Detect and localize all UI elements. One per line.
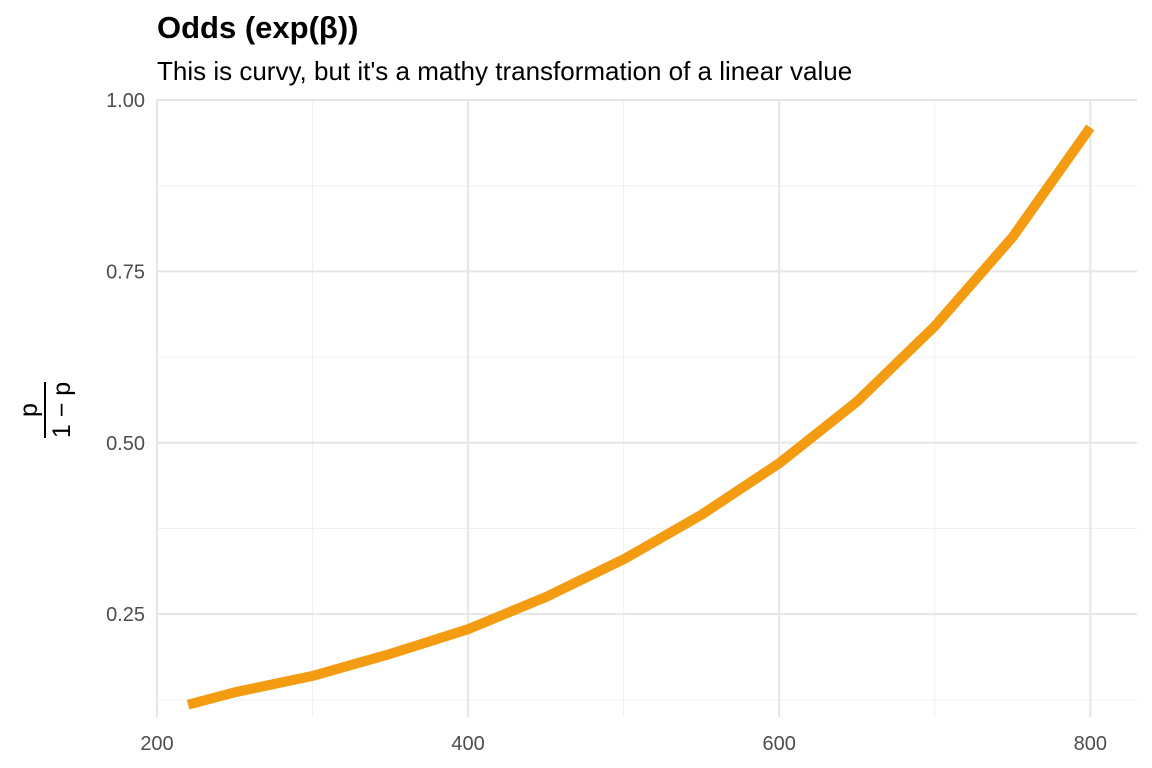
series-layer — [186, 124, 1095, 710]
odds-line — [186, 124, 1095, 710]
major-gridlines — [156, 99, 1137, 717]
y-tick-label: 1.00 — [106, 90, 145, 112]
x-tick-label: 600 — [763, 733, 796, 755]
x-axis-ticks: 200 400 600 800 — [140, 733, 1107, 755]
chart-title: Odds (exp(β)) — [157, 10, 359, 45]
x-tick-label: 800 — [1074, 733, 1107, 755]
y-tick-label: 0.50 — [106, 433, 145, 455]
y-label-denominator: 1 − p — [48, 382, 76, 438]
y-tick-label: 0.75 — [106, 261, 145, 283]
y-axis-label: p 1 − p — [15, 382, 76, 438]
x-tick-label: 400 — [451, 733, 484, 755]
y-axis-ticks: 0.25 0.50 0.75 1.00 — [106, 90, 145, 626]
x-tick-label: 200 — [140, 733, 173, 755]
chart-subtitle: This is curvy, but it's a mathy transfor… — [157, 56, 853, 86]
minor-gridlines — [157, 100, 1137, 717]
y-tick-label: 0.25 — [106, 604, 145, 626]
y-label-numerator: p — [15, 403, 43, 417]
